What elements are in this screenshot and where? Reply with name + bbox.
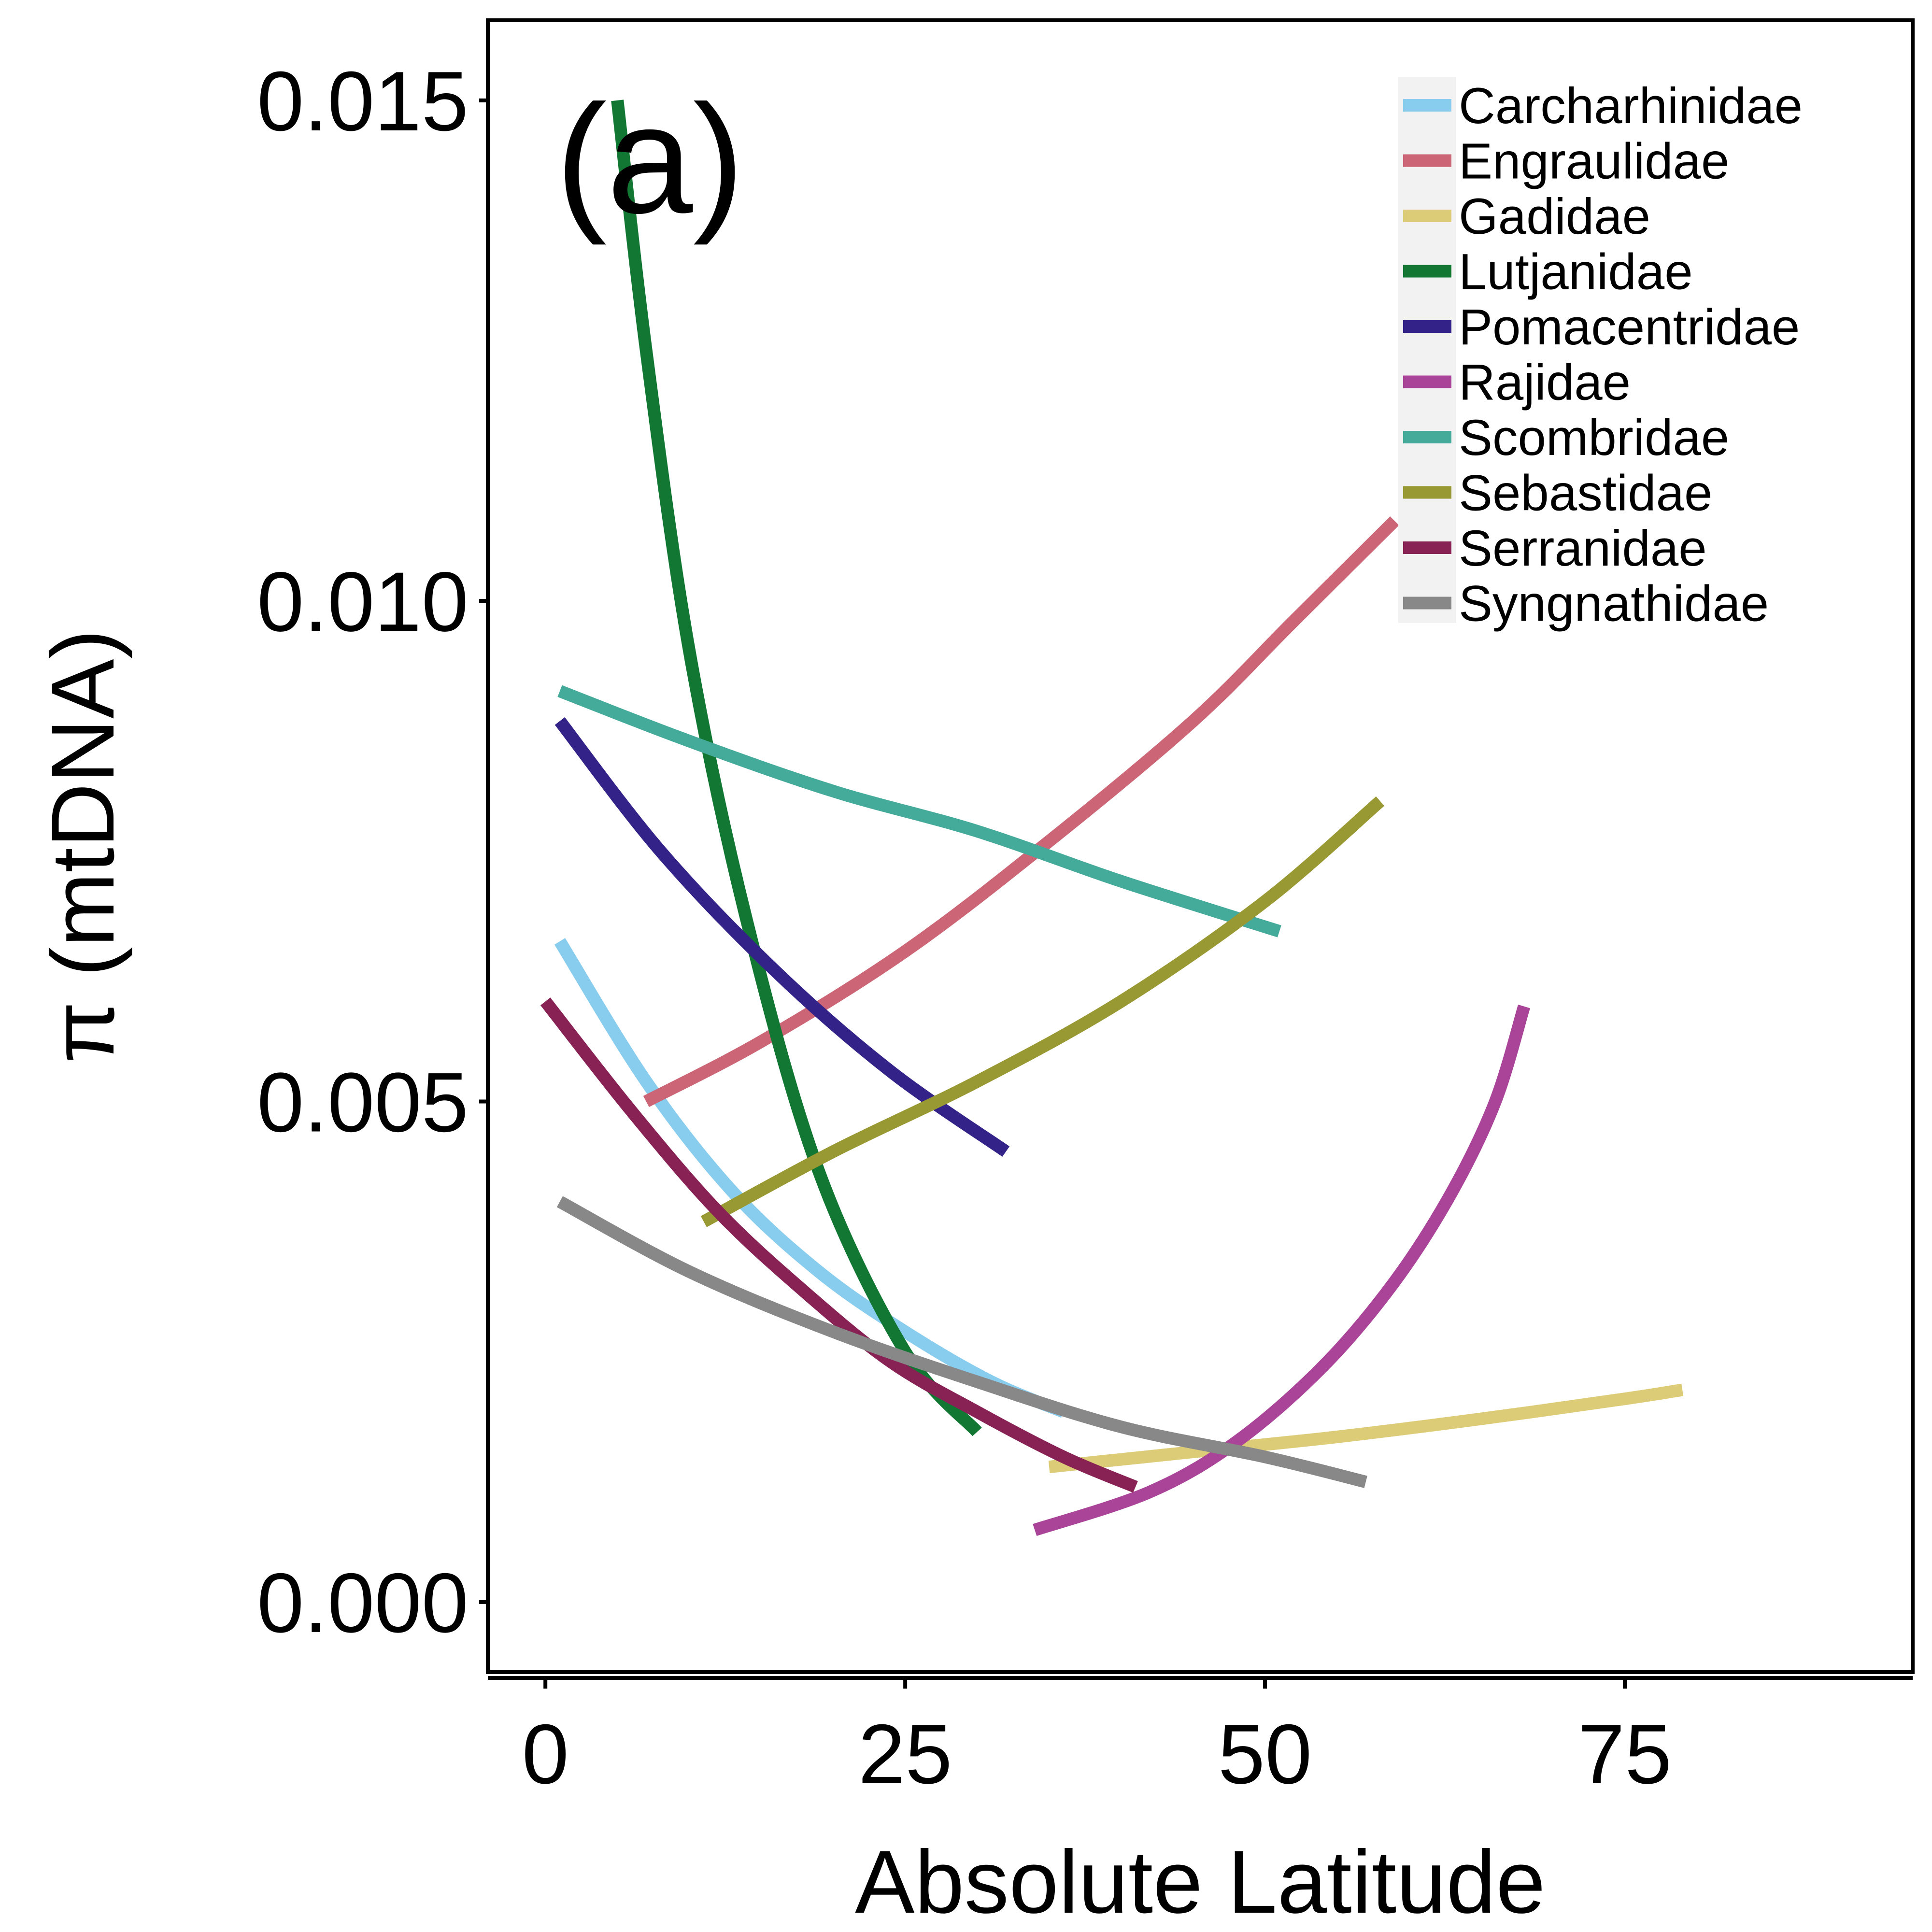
y-tick-label: 0.010 bbox=[257, 555, 469, 649]
y-tick-label: 0.005 bbox=[257, 1056, 469, 1150]
x-tick-label: 75 bbox=[1578, 1707, 1672, 1802]
legend-label-sebastidae: Sebastidae bbox=[1459, 465, 1712, 522]
series-line-lutjanidae bbox=[611, 99, 982, 1436]
y-tick-label: 0.000 bbox=[257, 1556, 469, 1650]
panel-label: (a) bbox=[555, 72, 744, 246]
plot-panel bbox=[486, 18, 1915, 1674]
legend: CarcharhinidaeEngraulidaeGadidaeLutjanid… bbox=[1398, 77, 1803, 632]
series-line-serranidae bbox=[540, 997, 1138, 1493]
legend-label-engraulidae: Engraulidae bbox=[1459, 133, 1729, 190]
legend-label-scombridae: Scombridae bbox=[1459, 410, 1729, 466]
series-line-rajidae bbox=[1033, 1004, 1530, 1536]
y-axis: 0.000 0.005 0.010 0.015 bbox=[257, 55, 488, 1650]
x-axis: 0 25 50 75 bbox=[488, 1676, 1913, 1802]
y-tick-label: 0.015 bbox=[257, 55, 469, 149]
series-line-gadidae bbox=[1048, 1383, 1684, 1474]
series-line-carcharhinidae bbox=[554, 938, 1066, 1418]
legend-label-pomacentridae: Pomacentridae bbox=[1459, 299, 1800, 355]
series-lines bbox=[540, 99, 1684, 1536]
legend-background bbox=[1398, 77, 1456, 623]
x-axis-title: Absolute Latitude bbox=[855, 1833, 1546, 1932]
x-tick-label: 50 bbox=[1218, 1707, 1312, 1802]
legend-label-carcharhinidae: Carcharhinidae bbox=[1459, 78, 1803, 134]
legend-label-lutjanidae: Lutjanidae bbox=[1459, 244, 1693, 300]
legend-label-syngnathidae: Syngnathidae bbox=[1459, 576, 1769, 632]
x-tick-label: 0 bbox=[522, 1707, 569, 1802]
legend-label-rajidae: Rajidae bbox=[1459, 355, 1631, 411]
series-line-sebastidae bbox=[700, 796, 1385, 1227]
series-line-scombridae bbox=[557, 685, 1281, 938]
legend-label-gadidae: Gadidae bbox=[1459, 188, 1650, 245]
x-tick-label: 25 bbox=[858, 1707, 952, 1802]
legend-label-serranidae: Serranidae bbox=[1459, 520, 1707, 577]
y-axis-title: π (mtDNA) bbox=[33, 629, 133, 1063]
series-line-engraulidae bbox=[643, 516, 1399, 1108]
series-line-syngnathidae bbox=[556, 1196, 1367, 1488]
